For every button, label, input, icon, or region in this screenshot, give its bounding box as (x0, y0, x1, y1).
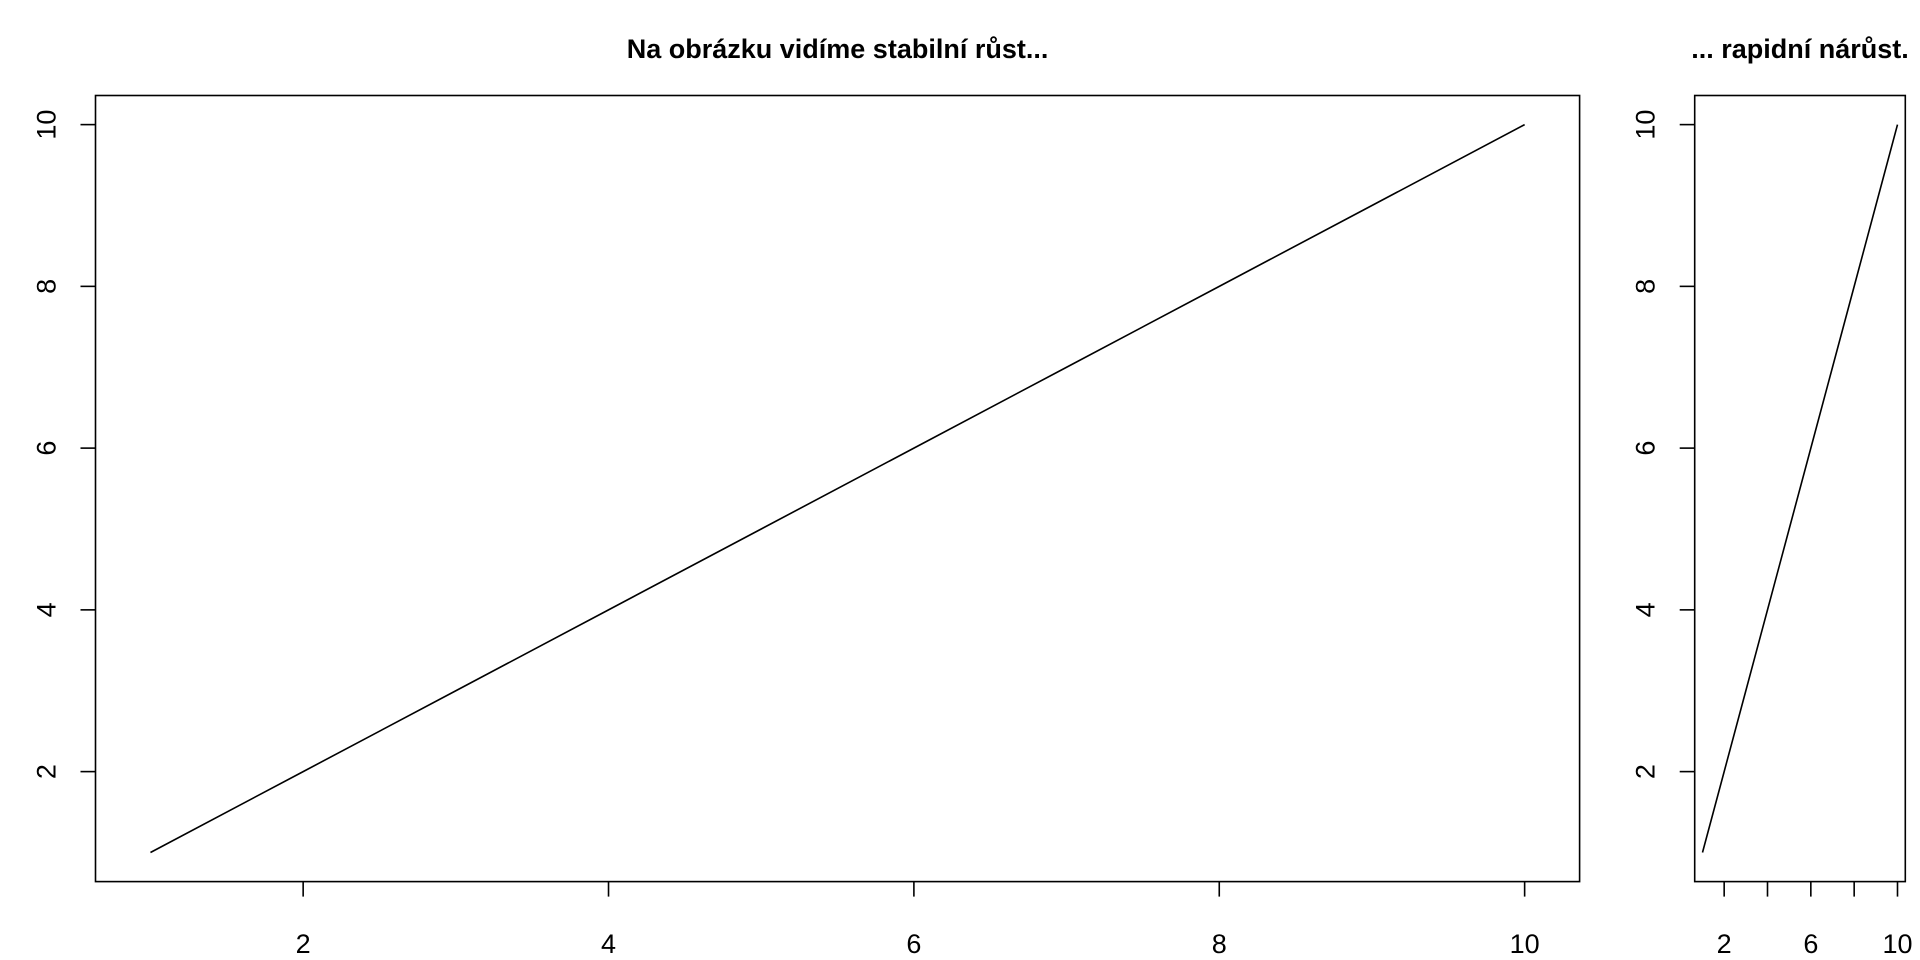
plot-frame (1693, 94, 1907, 883)
y-tick-label: 2 (32, 764, 62, 779)
line (150, 123, 1526, 854)
y-tick-label: 2 (1631, 764, 1661, 779)
plot-frame (94, 94, 1581, 883)
y-tick-label: 6 (32, 441, 62, 456)
y-tick-label: 10 (1631, 110, 1661, 140)
line (1701, 124, 1899, 853)
x-tick-label: 6 (906, 929, 921, 959)
chart-title: ... rapidní nárůst. (1691, 34, 1909, 64)
x-tick-label: 10 (1510, 929, 1540, 959)
y-tick-label: 8 (32, 279, 62, 294)
x-tick-label: 8 (1212, 929, 1227, 959)
y-tick-label: 4 (1631, 602, 1661, 617)
y-tick-label: 10 (32, 110, 62, 140)
x-tick-label: 10 (1882, 929, 1912, 959)
y-tick-label: 4 (32, 602, 62, 617)
x-tick-label: 2 (296, 929, 311, 959)
x-tick-label: 2 (1717, 929, 1732, 959)
x-tick-label: 6 (1803, 929, 1818, 959)
y-tick-label: 8 (1631, 279, 1661, 294)
chart-title: Na obrázku vidíme stabilní růst... (627, 34, 1049, 64)
y-tick-label: 6 (1631, 441, 1661, 456)
x-tick-label: 4 (601, 929, 616, 959)
